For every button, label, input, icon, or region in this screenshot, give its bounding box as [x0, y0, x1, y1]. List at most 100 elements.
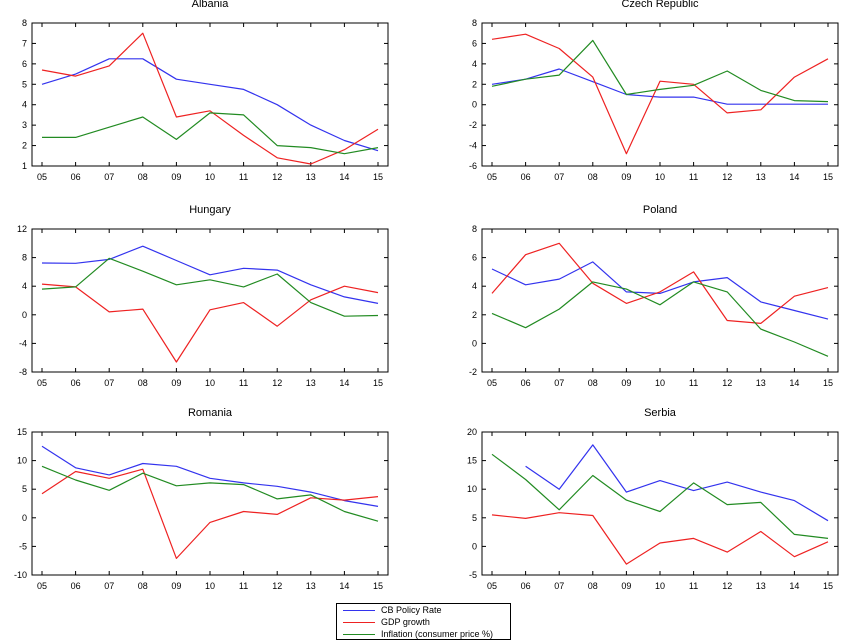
x-tick-label-czech-republic: 13 — [756, 172, 766, 182]
series-line-cb-policy-rate-hungary — [41, 245, 379, 304]
y-tick-label-czech-republic: -2 — [469, 120, 477, 130]
panel-czech-republic: Czech Republic -6 -4 -2 0 2 4 6 8 05 06 07 08 09 10 11 1… — [469, 0, 839, 182]
x-tick-label-romania: 05 — [37, 581, 47, 591]
x-tick-label-albania: 09 — [171, 172, 181, 182]
y-tick-label-romania: -5 — [19, 541, 27, 551]
x-tick-label-romania: 10 — [205, 581, 215, 591]
y-tick-label-czech-republic: 0 — [472, 100, 477, 110]
y-tick-label-albania: 8 — [22, 18, 27, 28]
x-tick-label-romania: 07 — [104, 581, 114, 591]
plot-frame-serbia — [481, 431, 839, 576]
x-tick-label-serbia: 05 — [487, 581, 497, 591]
x-tick-label-hungary: 13 — [306, 378, 316, 388]
y-tick-label-poland: 2 — [472, 310, 477, 320]
y-tick-label-romania: 0 — [22, 513, 27, 523]
x-tick-label-hungary: 07 — [104, 378, 114, 388]
series-line-cb-policy-rate-romania — [41, 445, 379, 507]
x-tick-label-romania: 08 — [138, 581, 148, 591]
y-tick-label-serbia: -5 — [469, 570, 477, 580]
x-tick-label-romania: 06 — [71, 581, 81, 591]
series-line-inflation-romania — [41, 465, 379, 522]
x-tick-label-czech-republic: 06 — [521, 172, 531, 182]
x-tick-label-albania: 08 — [138, 172, 148, 182]
x-tick-label-hungary: 10 — [205, 378, 215, 388]
series-line-cb-policy-rate-serbia — [525, 444, 829, 522]
x-tick-label-serbia: 10 — [655, 581, 665, 591]
legend-swatch-gdp-growth — [343, 622, 375, 623]
y-tick-label-poland: 6 — [472, 253, 477, 263]
x-tick-label-poland: 14 — [789, 378, 799, 388]
y-tick-label-albania: 6 — [22, 59, 27, 69]
x-tick-label-poland: 11 — [689, 378, 698, 388]
x-tick-label-hungary: 14 — [339, 378, 349, 388]
y-tick-label-albania: 5 — [22, 79, 27, 89]
panel-title-serbia: Serbia — [644, 407, 677, 419]
legend: CB Policy Rate GDP growth Inflation (con… — [336, 603, 511, 640]
x-tick-label-hungary: 11 — [239, 378, 248, 388]
x-tick-label-albania: 05 — [37, 172, 47, 182]
x-tick-label-poland: 10 — [655, 378, 665, 388]
x-tick-label-poland: 05 — [487, 378, 497, 388]
x-tick-label-hungary: 09 — [171, 378, 181, 388]
y-tick-label-serbia: 0 — [472, 541, 477, 551]
x-tick-label-czech-republic: 15 — [823, 172, 833, 182]
y-tick-label-hungary: 8 — [22, 253, 27, 263]
series-line-inflation-serbia — [491, 453, 829, 539]
x-tick-label-poland: 13 — [756, 378, 766, 388]
panel-title-czech-republic: Czech Republic — [621, 0, 699, 10]
x-tick-label-albania: 10 — [205, 172, 215, 182]
y-tick-label-albania: 1 — [22, 161, 27, 171]
y-tick-label-albania: 4 — [22, 100, 27, 110]
y-tick-label-serbia: 15 — [467, 456, 477, 466]
y-tick-label-romania: 15 — [17, 427, 27, 437]
x-tick-label-czech-republic: 12 — [722, 172, 732, 182]
x-tick-label-serbia: 07 — [554, 581, 564, 591]
legend-label-inflation: Inflation (consumer price %) — [381, 629, 494, 639]
panel-title-poland: Poland — [643, 204, 677, 216]
y-tick-label-poland: 0 — [472, 338, 477, 348]
x-tick-label-czech-republic: 09 — [621, 172, 631, 182]
x-tick-label-czech-republic: 08 — [588, 172, 598, 182]
y-tick-label-poland: 8 — [472, 224, 477, 234]
y-tick-label-czech-republic: 2 — [472, 79, 477, 89]
legend-label-cb-policy-rate: CB Policy Rate — [381, 605, 442, 615]
series-line-gdp-growth-romania — [41, 468, 379, 559]
y-tick-label-romania: -10 — [14, 570, 27, 580]
legend-item-gdp-growth: GDP growth — [337, 617, 510, 628]
x-tick-label-romania: 11 — [239, 581, 248, 591]
y-tick-label-czech-republic: 4 — [472, 59, 477, 69]
x-tick-label-romania: 09 — [171, 581, 181, 591]
plot-frame-poland — [481, 228, 839, 373]
x-tick-label-poland: 07 — [554, 378, 564, 388]
x-tick-label-czech-republic: 10 — [655, 172, 665, 182]
x-tick-label-serbia: 15 — [823, 581, 833, 591]
legend-label-gdp-growth: GDP growth — [381, 617, 430, 627]
panel-poland: Poland -2 0 2 4 6 8 05 06 07 08 09 10 11 12 13 14 15 — [469, 204, 839, 388]
x-tick-label-poland: 09 — [621, 378, 631, 388]
x-tick-label-romania: 14 — [339, 581, 349, 591]
x-tick-label-poland: 12 — [722, 378, 732, 388]
legend-swatch-inflation — [343, 634, 375, 635]
x-tick-label-czech-republic: 11 — [689, 172, 698, 182]
y-tick-label-hungary: 12 — [17, 224, 27, 234]
series-line-gdp-growth-poland — [491, 242, 829, 324]
series-line-inflation-poland — [491, 281, 829, 357]
x-tick-label-hungary: 15 — [373, 378, 383, 388]
y-tick-label-czech-republic: -6 — [469, 161, 477, 171]
plot-frame-hungary — [31, 228, 389, 373]
panel-title-hungary: Hungary — [189, 204, 231, 216]
x-tick-label-albania: 14 — [339, 172, 349, 182]
series-line-inflation-albania — [42, 112, 379, 155]
series-line-cb-policy-rate-albania — [41, 58, 379, 152]
x-tick-label-hungary: 12 — [272, 378, 282, 388]
x-tick-label-albania: 12 — [272, 172, 282, 182]
x-tick-label-hungary: 05 — [37, 378, 47, 388]
x-tick-label-albania: 15 — [373, 172, 383, 182]
x-tick-label-romania: 12 — [272, 581, 282, 591]
y-tick-label-hungary: -4 — [19, 338, 27, 348]
series-line-inflation-hungary — [41, 257, 379, 317]
y-tick-label-albania: 3 — [22, 120, 27, 130]
y-tick-label-poland: -2 — [469, 367, 477, 377]
